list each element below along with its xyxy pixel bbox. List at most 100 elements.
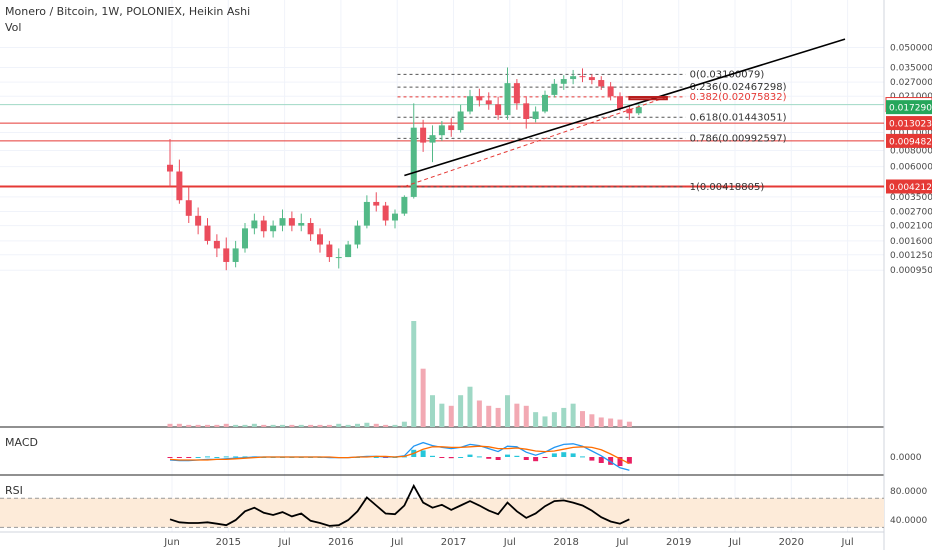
macd-histogram-bar: [186, 457, 192, 458]
volume-bar: [420, 368, 426, 427]
candle-body: [635, 107, 642, 114]
candle-body: [176, 171, 183, 201]
macd-histogram-bar: [514, 455, 520, 457]
volume-bar: [364, 422, 370, 427]
candle-body: [317, 234, 323, 245]
macd-histogram-bar: [420, 450, 426, 457]
volume-bar: [336, 423, 342, 427]
price-tick-label: 0.00095000: [890, 266, 932, 276]
volume-bar: [345, 424, 351, 427]
candle-body: [345, 244, 352, 258]
candle-body: [513, 83, 520, 104]
time-tick-label: 2016: [328, 537, 353, 548]
volume-bar: [505, 395, 510, 427]
price-candles: [167, 67, 642, 271]
rsi-pane: 80.0000 40.0000: [0, 483, 927, 528]
macd-pane: 0.0000: [167, 441, 922, 471]
candle-body: [251, 220, 258, 229]
price-tick-label: 0.00600000: [890, 163, 932, 173]
time-tick-label: Jul: [278, 537, 291, 548]
candle-body: [560, 79, 567, 84]
time-tick-label: Jul: [728, 537, 741, 548]
price-label-tag[interactable]: [886, 179, 932, 194]
time-axis[interactable]: Jun 2015 Jul 2016 Jul 2017 Jul 2018 Jul 2019 Jul 20…: [163, 537, 853, 548]
volume-bar: [542, 416, 548, 427]
volume-bar: [317, 424, 323, 427]
macd-histogram-bar: [495, 457, 501, 460]
volume-bar: [392, 424, 398, 427]
volume-bar: [570, 403, 576, 427]
candle-body: [354, 225, 361, 245]
macd-histogram-bar: [176, 457, 182, 458]
candle-body: [448, 125, 455, 131]
macd-histogram-bar: [430, 455, 435, 457]
trend-line[interactable]: [404, 38, 846, 177]
volume-bar: [401, 421, 407, 427]
candle-body: [204, 225, 211, 241]
volume-bar: [214, 424, 220, 427]
rsi-line: [169, 483, 630, 527]
candle-body: [607, 86, 614, 97]
volume-bar: [580, 411, 585, 427]
volume-bar: [383, 424, 389, 427]
price-label-text: 0.00948295: [889, 137, 932, 147]
time-tick-label: 2017: [441, 537, 466, 548]
volume-bar: [533, 412, 539, 427]
trend-lines[interactable]: [404, 38, 846, 188]
fib-level-label: 0.618(0.01443051): [690, 112, 787, 123]
candle-body: [588, 77, 595, 81]
price-label-tag[interactable]: [886, 116, 932, 131]
time-tick-label: 2018: [553, 537, 578, 548]
fibonacci-retracement[interactable]: 0(0.03100079)0.236(0.02467298)0.382(0.02…: [397, 69, 787, 193]
price-label-tag[interactable]: [886, 133, 932, 148]
candle-body: [476, 96, 483, 101]
macd-histogram-bar: [589, 457, 595, 461]
volume-bar: [561, 407, 567, 427]
rsi-band: [0, 498, 884, 528]
price-tick-label: 0.01100000: [890, 129, 932, 139]
price-tick-label: 0.00160000: [890, 237, 932, 247]
macd-histogram-bar: [580, 456, 585, 458]
candle-body: [167, 164, 173, 172]
price-axis[interactable]: 0.050000000.035000000.027000000.02100000…: [885, 43, 932, 276]
price-tick-label: 0.00210000: [890, 222, 932, 232]
volume-bar: [223, 423, 229, 427]
candle-body: [570, 76, 577, 80]
time-tick-label: 2019: [666, 537, 691, 548]
macd-label: MACD: [5, 436, 38, 449]
macd-histogram-bar: [476, 456, 482, 458]
candle-body: [288, 218, 295, 226]
volume-bar: [467, 386, 473, 427]
price-tick-label: 0.03500000: [890, 64, 932, 74]
candle-body: [495, 104, 502, 116]
volume-bar: [626, 421, 632, 427]
time-tick-label: Jul: [841, 537, 854, 548]
volume-bar: [326, 424, 332, 427]
price-label-tag[interactable]: [886, 100, 932, 115]
price-label-text: 0.01729086: [889, 104, 932, 114]
candle-body: [532, 111, 539, 120]
price-tick-label: 0.00270000: [890, 207, 932, 217]
resistance-box[interactable]: [628, 96, 668, 101]
candle-body: [420, 127, 427, 143]
channel-line[interactable]: [404, 96, 668, 188]
macd-histogram-bar: [505, 454, 510, 457]
macd-histogram-bar: [195, 457, 201, 458]
volume-bar: [589, 414, 595, 427]
candle-body: [307, 223, 314, 235]
macd-histogram-bar: [167, 457, 173, 458]
rsi-axis-label: 40.0000: [890, 516, 927, 526]
volume-bar: [448, 405, 454, 427]
candle-body: [579, 76, 586, 78]
volume-bar: [280, 424, 285, 427]
macd-histogram-bar: [373, 457, 379, 458]
macd-histogram-bar: [542, 457, 548, 458]
volume-bar: [373, 423, 379, 427]
fib-level-label: 1(0.00418805): [690, 182, 765, 193]
rsi-axis-label: 80.0000: [890, 487, 927, 497]
time-tick-label: Jul: [390, 537, 403, 548]
volume-bar: [261, 424, 267, 427]
macd-histogram-bar: [570, 453, 576, 457]
volume-bar: [514, 403, 520, 427]
